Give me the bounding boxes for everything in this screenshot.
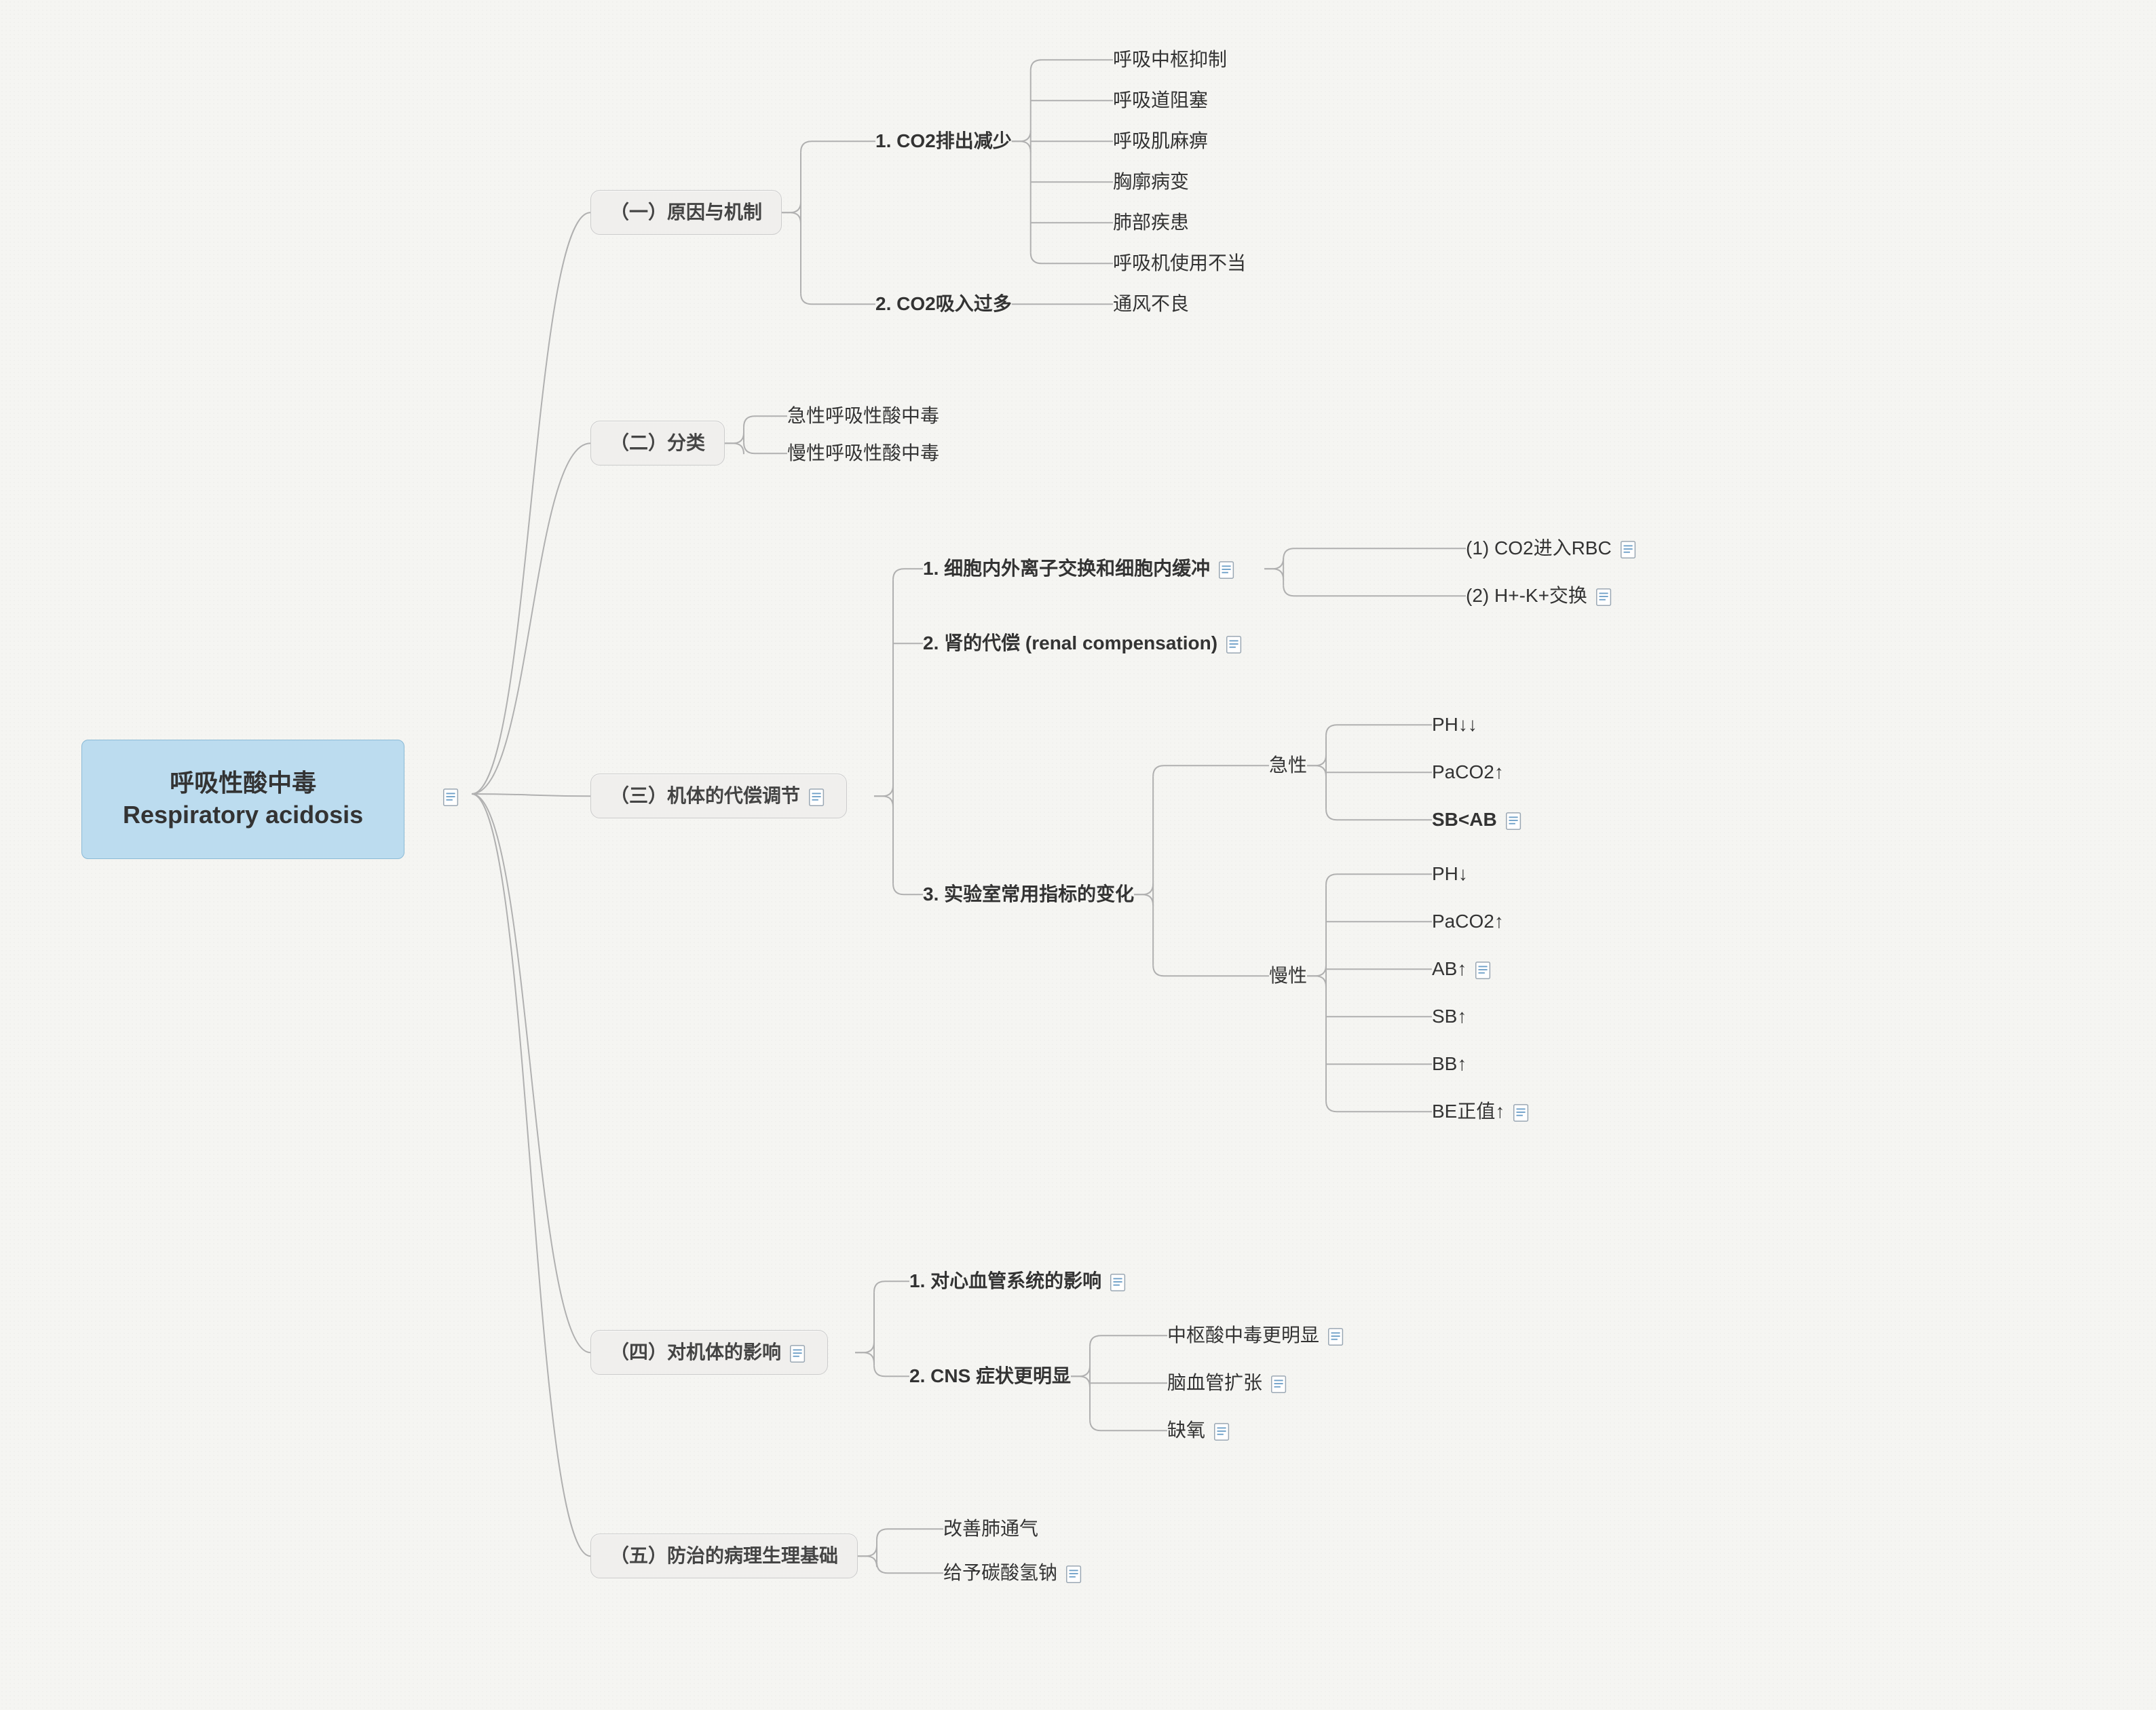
- note-icon: [1504, 811, 1524, 831]
- branch-node[interactable]: （四）对机体的影响: [590, 1330, 828, 1375]
- leaf-node[interactable]: 2. CNS 症状更明显: [909, 1364, 1071, 1388]
- node-label: 1. CO2排出减少: [875, 130, 1012, 151]
- root-node[interactable]: 呼吸性酸中毒Respiratory acidosis: [81, 740, 404, 859]
- node-label: 1. 细胞内外离子交换和细胞内缓冲: [923, 558, 1210, 579]
- leaf-node[interactable]: AB↑: [1432, 957, 1494, 981]
- note-icon: [1619, 539, 1639, 560]
- leaf-node[interactable]: 急性: [1269, 753, 1307, 778]
- note-icon: [1064, 1564, 1084, 1584]
- leaf-node[interactable]: 通风不良: [1113, 292, 1189, 316]
- node-label: 呼吸道阻塞: [1113, 90, 1208, 111]
- leaf-node[interactable]: 给予碳酸氢钠: [943, 1561, 1084, 1585]
- leaf-node[interactable]: (2) H+-K+交换: [1466, 584, 1614, 608]
- node-label: BE正值↑: [1432, 1101, 1505, 1122]
- node-label: PH↓: [1432, 863, 1468, 884]
- leaf-node[interactable]: PH↓↓: [1432, 712, 1477, 737]
- node-label: 1. 对心血管系统的影响: [909, 1270, 1101, 1291]
- node-label: 胸廓病变: [1113, 171, 1189, 192]
- node-label: 2. CNS 症状更明显: [909, 1365, 1071, 1386]
- node-label: 缺氧: [1167, 1420, 1205, 1441]
- leaf-node[interactable]: (1) CO2进入RBC: [1466, 536, 1639, 560]
- leaf-node[interactable]: PaCO2↑: [1432, 760, 1504, 784]
- leaf-node[interactable]: 肺部疾患: [1113, 210, 1189, 235]
- node-label: 2. 肾的代偿 (renal compensation): [923, 632, 1217, 653]
- branch-node[interactable]: （五）防治的病理生理基础: [590, 1534, 858, 1578]
- note-icon: [1594, 587, 1614, 607]
- branch-node[interactable]: （一）原因与机制: [590, 190, 782, 235]
- leaf-node[interactable]: 呼吸中枢抑制: [1113, 48, 1227, 72]
- note-icon: [1269, 1374, 1289, 1394]
- leaf-node[interactable]: 呼吸机使用不当: [1113, 251, 1246, 276]
- node-label: SB<AB: [1432, 809, 1497, 830]
- leaf-node[interactable]: SB<AB: [1432, 808, 1524, 832]
- note-icon: [1224, 634, 1245, 655]
- root-title-line1: 呼吸性酸中毒: [123, 767, 363, 799]
- node-label: （三）机体的代偿调节: [610, 785, 800, 806]
- leaf-node[interactable]: 1. 对心血管系统的影响: [909, 1269, 1129, 1293]
- branch-node[interactable]: （二）分类: [590, 421, 725, 466]
- node-label: SB↑: [1432, 1006, 1467, 1027]
- node-label: 慢性呼吸性酸中毒: [787, 442, 939, 463]
- leaf-node[interactable]: 缺氧: [1167, 1418, 1232, 1443]
- node-label: PH↓↓: [1432, 714, 1477, 735]
- leaf-node[interactable]: 1. CO2排出减少: [875, 129, 1012, 153]
- node-label: 呼吸机使用不当: [1113, 252, 1246, 273]
- note-icon: [1212, 1422, 1232, 1442]
- note-icon: [1511, 1103, 1532, 1123]
- leaf-node[interactable]: BE正值↑: [1432, 1099, 1532, 1124]
- node-label: 慢性: [1269, 965, 1307, 986]
- node-label: PaCO2↑: [1432, 911, 1504, 932]
- note-icon: [1473, 960, 1494, 981]
- note-icon: [1108, 1272, 1129, 1293]
- note-icon: [1326, 1327, 1346, 1347]
- leaf-node[interactable]: 慢性呼吸性酸中毒: [787, 441, 939, 466]
- note-icon: [788, 1344, 808, 1364]
- branch-node[interactable]: （三）机体的代偿调节: [590, 774, 847, 818]
- leaf-node[interactable]: 2. CO2吸入过多: [875, 292, 1012, 316]
- node-label: （一）原因与机制: [610, 202, 762, 223]
- leaf-node[interactable]: 急性呼吸性酸中毒: [787, 404, 939, 428]
- node-label: 呼吸中枢抑制: [1113, 49, 1227, 70]
- leaf-node[interactable]: SB↑: [1432, 1004, 1467, 1029]
- node-label: AB↑: [1432, 958, 1467, 979]
- node-label: （二）分类: [610, 432, 705, 453]
- leaf-node[interactable]: 胸廓病变: [1113, 170, 1189, 194]
- leaf-node[interactable]: BB↑: [1432, 1052, 1467, 1076]
- node-label: （四）对机体的影响: [610, 1342, 781, 1363]
- node-label: 急性呼吸性酸中毒: [787, 405, 939, 426]
- node-label: 2. CO2吸入过多: [875, 293, 1012, 314]
- leaf-node[interactable]: 中枢酸中毒更明显: [1167, 1323, 1346, 1348]
- node-label: BB↑: [1432, 1053, 1467, 1074]
- leaf-node[interactable]: 慢性: [1269, 964, 1307, 988]
- leaf-node[interactable]: PH↓: [1432, 862, 1468, 886]
- leaf-node[interactable]: 改善肺通气: [943, 1517, 1038, 1541]
- node-label: 中枢酸中毒更明显: [1167, 1325, 1319, 1346]
- leaf-node[interactable]: PaCO2↑: [1432, 909, 1504, 934]
- node-label: 改善肺通气: [943, 1518, 1038, 1539]
- leaf-node[interactable]: 呼吸道阻塞: [1113, 88, 1208, 113]
- node-label: 3. 实验室常用指标的变化: [923, 884, 1134, 905]
- node-label: PaCO2↑: [1432, 761, 1504, 782]
- node-label: (2) H+-K+交换: [1466, 585, 1587, 606]
- node-label: (1) CO2进入RBC: [1466, 537, 1612, 558]
- node-label: 肺部疾患: [1113, 212, 1189, 233]
- leaf-node[interactable]: 呼吸肌麻痹: [1113, 129, 1208, 153]
- node-label: （五）防治的病理生理基础: [610, 1545, 838, 1566]
- note-icon: [1217, 560, 1237, 580]
- note-icon: [807, 787, 827, 808]
- root-title-line2: Respiratory acidosis: [123, 799, 363, 831]
- node-label: 急性: [1269, 755, 1307, 776]
- node-label: 呼吸肌麻痹: [1113, 130, 1208, 151]
- note-icon: [441, 787, 461, 808]
- leaf-node[interactable]: 脑血管扩张: [1167, 1371, 1289, 1395]
- leaf-node[interactable]: 1. 细胞内外离子交换和细胞内缓冲: [923, 556, 1237, 581]
- node-label: 脑血管扩张: [1167, 1372, 1262, 1393]
- leaf-node[interactable]: 3. 实验室常用指标的变化: [923, 882, 1134, 907]
- node-label: 给予碳酸氢钠: [943, 1562, 1057, 1583]
- node-label: 通风不良: [1113, 293, 1189, 314]
- leaf-node[interactable]: 2. 肾的代偿 (renal compensation): [923, 631, 1245, 656]
